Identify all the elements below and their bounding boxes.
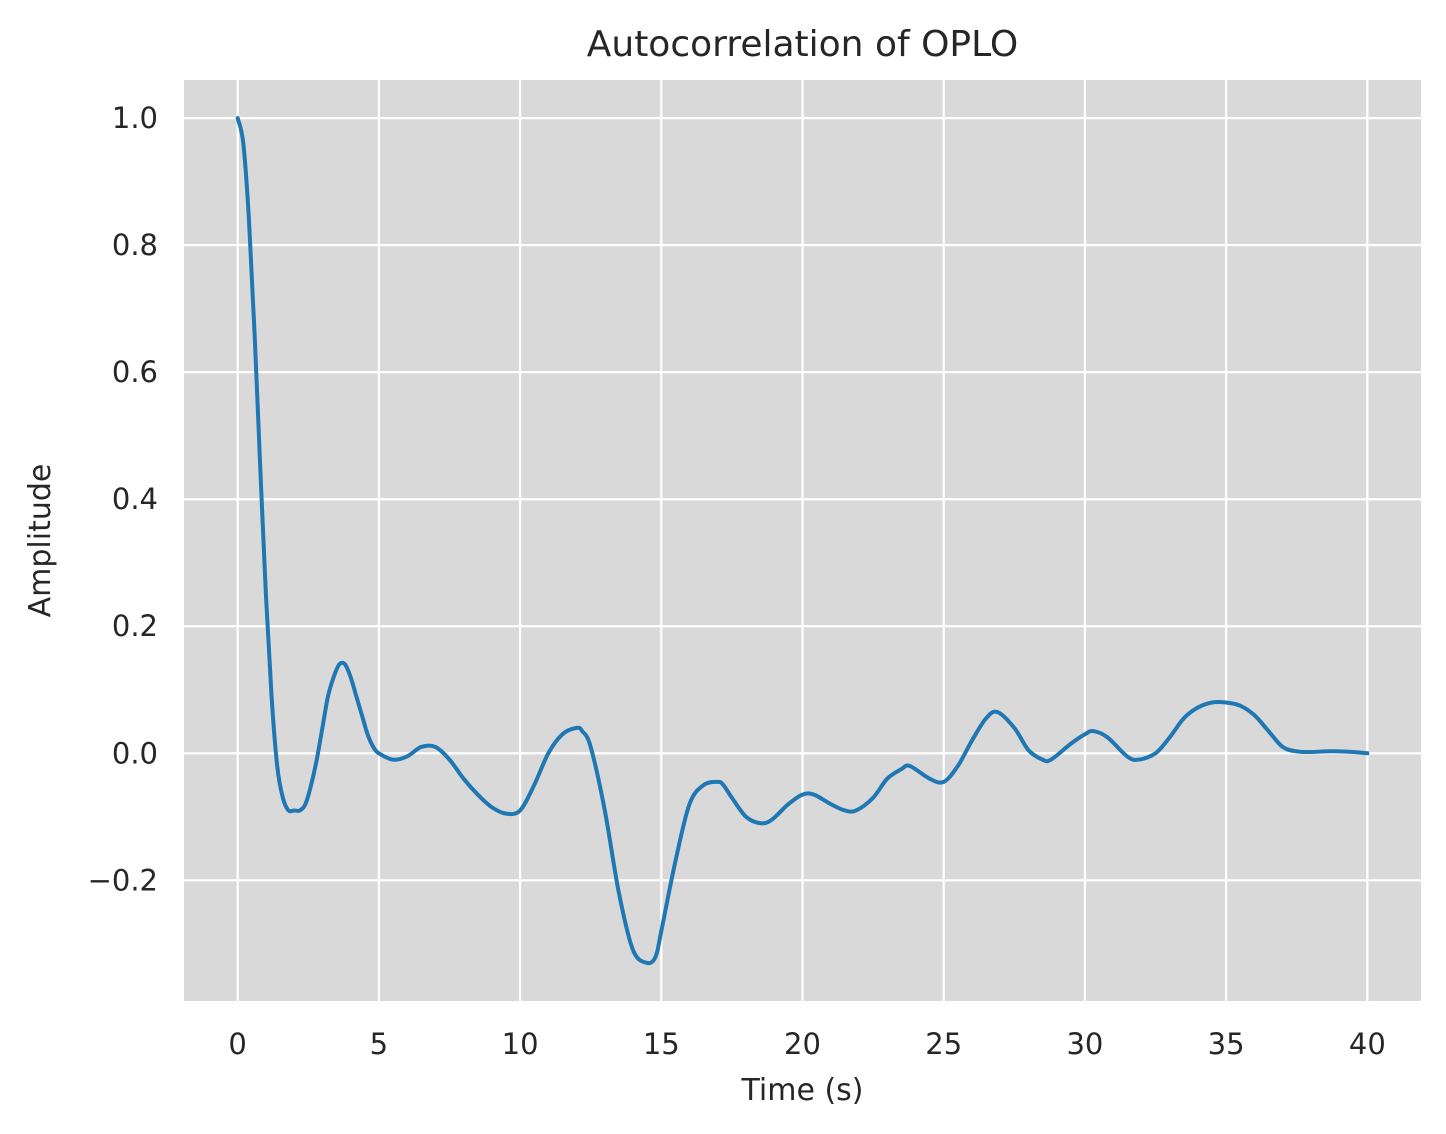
y-tick-labels: −0.2 0.0 0.2 0.4 0.6 0.8 1.0	[88, 101, 158, 897]
y-tick-label: 1.0	[112, 101, 158, 135]
x-tick-labels: 0 5 10 15 20 25 30 35 40	[228, 1027, 1385, 1061]
x-tick-label: 10	[502, 1027, 539, 1061]
x-tick-label: 15	[643, 1027, 680, 1061]
y-tick-label: 0.4	[112, 482, 158, 516]
y-axis-label: Amplitude	[23, 464, 58, 618]
x-gridlines	[236, 80, 1369, 1001]
x-tick-label: 0	[228, 1027, 246, 1061]
y-gridlines	[184, 117, 1421, 882]
x-tick-label: 35	[1208, 1027, 1245, 1061]
y-tick-label: 0.2	[112, 609, 158, 643]
x-tick-label: 30	[1066, 1027, 1103, 1061]
y-tick-label: 0.6	[112, 355, 158, 389]
y-tick-label: 0.0	[112, 736, 158, 770]
y-tick-label: −0.2	[88, 863, 158, 897]
x-tick-label: 25	[925, 1027, 962, 1061]
autocorrelation-series-line	[235, 116, 1370, 966]
x-tick-label: 40	[1349, 1027, 1386, 1061]
x-tick-label: 5	[370, 1027, 388, 1061]
x-tick-label: 20	[784, 1027, 821, 1061]
y-tick-label: 0.8	[112, 228, 158, 262]
series-layer	[235, 116, 1370, 966]
chart-title: Autocorrelation of OPLO	[587, 24, 1019, 65]
x-axis-label: Time (s)	[741, 1073, 864, 1108]
